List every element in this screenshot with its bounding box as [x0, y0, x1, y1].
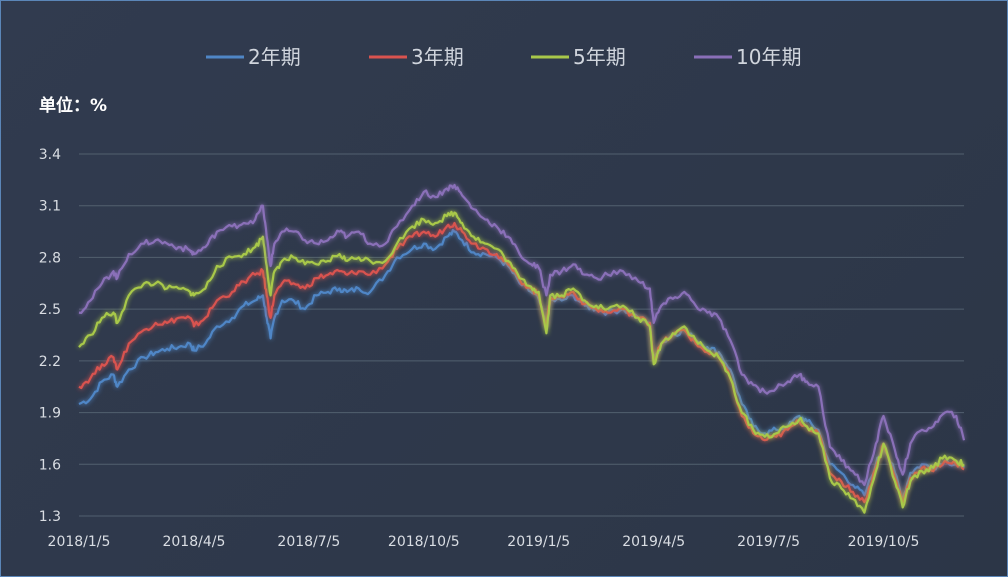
y-axis-ticks: 1.3 1.6 1.9 2.2 2.5 2.8 3.1 3.4 [39, 147, 61, 525]
x-tick-label: 2018/10/5 [388, 534, 460, 550]
unit-label: 单位：% [39, 95, 107, 116]
y-tick-label: 2.8 [39, 250, 61, 266]
legend-label: 2年期 [248, 45, 301, 69]
series-line [78, 210, 965, 514]
legend-label: 3年期 [411, 45, 464, 69]
series-line [78, 183, 966, 487]
series-line [78, 221, 965, 504]
x-tick-label: 2018/4/5 [162, 534, 225, 550]
y-tick-label: 1.6 [39, 457, 61, 473]
y-tick-label: 2.5 [39, 302, 61, 318]
x-tick-label: 2018/1/5 [48, 534, 111, 550]
y-tick-label: 3.1 [39, 199, 61, 215]
x-tick-label: 2019/7/5 [737, 534, 800, 550]
x-tick-label: 2019/1/5 [507, 534, 570, 550]
y-tick-label: 3.4 [39, 147, 61, 163]
legend-label: 10年期 [736, 45, 801, 69]
series-line [78, 228, 965, 500]
x-axis-ticks: 2018/1/5 2018/4/5 2018/7/5 2018/10/5 2019/1/… [48, 534, 920, 550]
x-tick-label: 2018/7/5 [277, 534, 340, 550]
x-tick-label: 2019/4/5 [622, 534, 685, 550]
legend-label: 5年期 [573, 45, 626, 69]
y-tick-label: 1.3 [39, 509, 61, 525]
series-lines [78, 183, 966, 514]
y-tick-label: 1.9 [39, 406, 61, 422]
y-tick-label: 2.2 [39, 354, 61, 370]
x-tick-label: 2019/10/5 [848, 534, 920, 550]
legend: 2年期 3年期 5年期 10年期 [206, 45, 801, 69]
